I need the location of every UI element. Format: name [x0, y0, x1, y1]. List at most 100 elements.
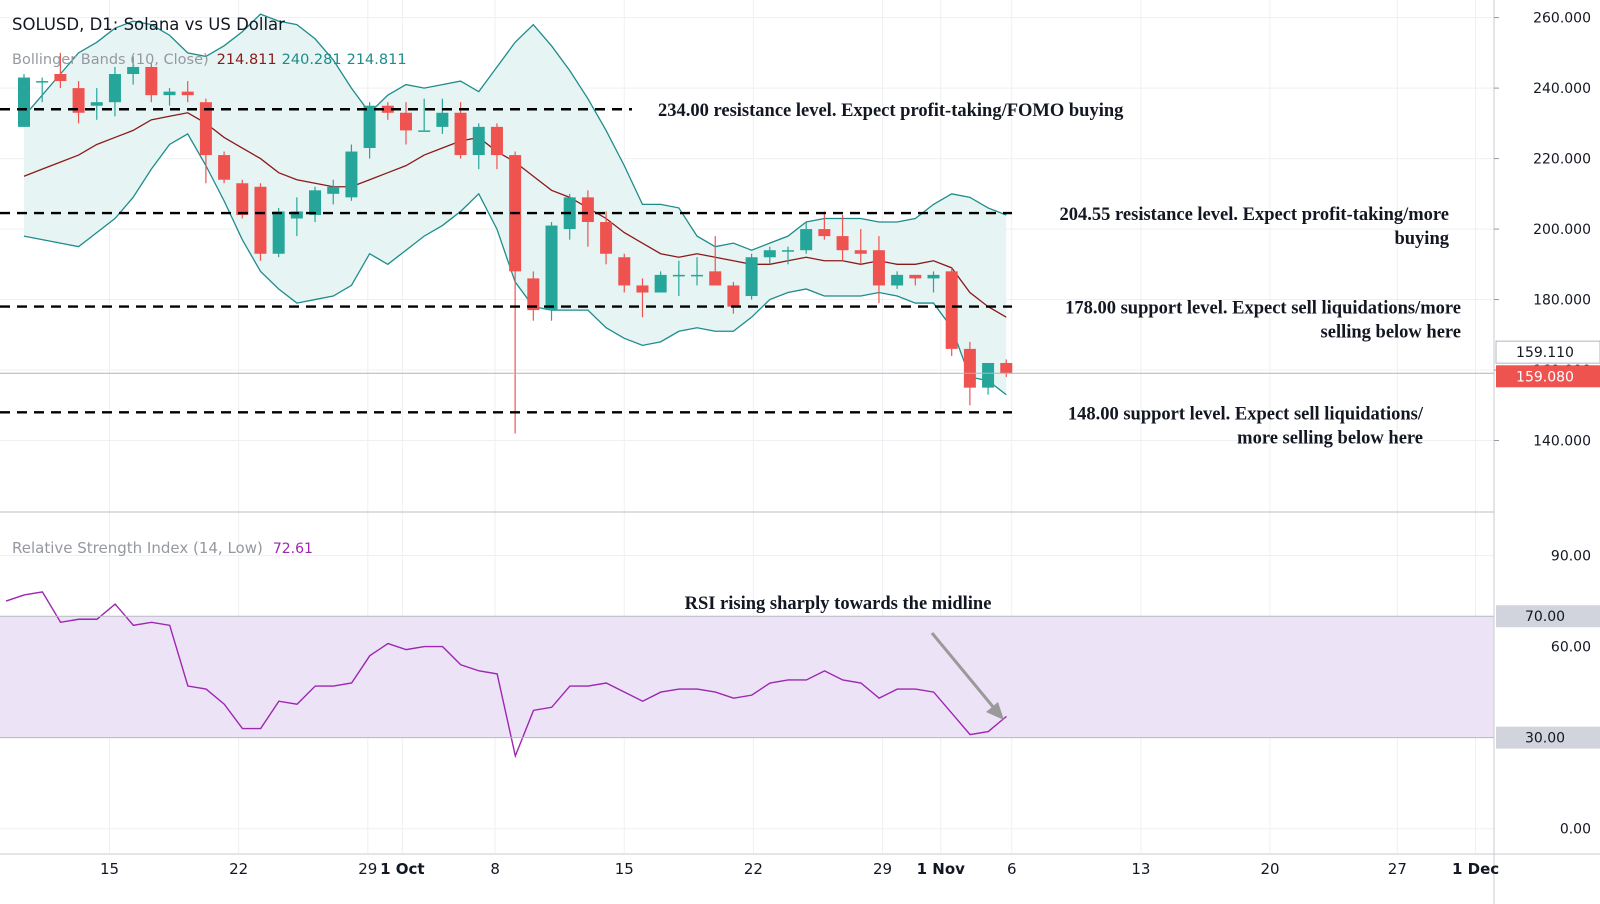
time-tick-label: 29	[873, 860, 892, 878]
candle	[654, 271, 667, 293]
candle-body	[654, 274, 667, 293]
candle-body	[418, 130, 431, 132]
price-pane[interactable]	[18, 13, 1013, 434]
rsi-band-label-box	[1496, 605, 1600, 628]
candle-body	[781, 250, 794, 252]
candle	[982, 362, 995, 395]
candle-body	[1000, 362, 1013, 374]
candle-body	[54, 74, 67, 82]
candle	[927, 271, 940, 293]
candle	[745, 253, 758, 300]
time-tick-label: 1 Oct	[380, 860, 424, 878]
rsi-tick-label: 90.00	[1551, 549, 1591, 565]
candle-body	[800, 229, 813, 251]
candle-body	[581, 197, 594, 223]
time-tick-label: 1 Dec	[1452, 860, 1499, 878]
candle	[818, 211, 831, 240]
rsi-band-label: 70.00	[1525, 609, 1565, 625]
candle	[581, 190, 594, 247]
rsi-label: Relative Strength Index (14, Low)	[12, 539, 263, 557]
candle	[854, 229, 867, 265]
candle	[18, 74, 30, 127]
candle-body	[18, 77, 30, 127]
candle	[781, 246, 794, 265]
candle	[145, 63, 158, 103]
candle-body	[909, 274, 922, 279]
candle	[454, 102, 467, 159]
candle-body	[254, 186, 267, 254]
candle-body	[272, 211, 285, 254]
candle-body	[436, 112, 449, 127]
annotations: 234.00 resistance level. Expect profit-t…	[0, 101, 1461, 720]
candle-body	[763, 250, 776, 258]
price-tick-label: 140.000	[1533, 434, 1591, 450]
candle-body	[545, 225, 558, 311]
bollinger-legend[interactable]: Bollinger Bands (10, Close) 214.811 240.28…	[12, 52, 407, 68]
candle	[600, 211, 613, 265]
time-tick-label: 20	[1260, 860, 1279, 878]
rsi-legend[interactable]: Relative Strength Index (14, Low) 72.61	[12, 539, 313, 557]
candle	[709, 236, 722, 286]
candle	[327, 179, 340, 205]
candle	[672, 260, 685, 297]
level-label-204: buying	[1394, 229, 1449, 249]
rsi-band-label: 30.00	[1525, 731, 1565, 747]
candle	[90, 88, 103, 120]
level-label-178: selling below here	[1321, 323, 1461, 343]
candles	[18, 52, 1013, 434]
level-label-204: 204.55 resistance level. Expect profit-t…	[1060, 205, 1449, 225]
candle-body	[727, 285, 740, 307]
rsi-band	[0, 616, 1494, 738]
bollinger-upper-value: 240.281	[281, 52, 342, 68]
chart-title: SOLUSD, D1: Solana vs US Dollar	[12, 15, 285, 34]
candle	[290, 197, 303, 237]
candle	[472, 123, 485, 170]
time-tick-label: 27	[1388, 860, 1407, 878]
candle-body	[691, 274, 704, 277]
rsi-band-label-box	[1496, 726, 1600, 749]
candle	[54, 52, 67, 89]
candle-body	[454, 112, 467, 156]
rsi-note: RSI rising sharply towards the midline	[685, 594, 992, 614]
candle-body	[163, 91, 176, 96]
price-tick-label: 200.000	[1533, 222, 1591, 238]
candle-body	[818, 229, 831, 237]
candle-body	[636, 285, 649, 293]
candle	[345, 144, 358, 201]
candle-body	[36, 81, 49, 83]
bollinger-basis-value: 214.811	[216, 52, 277, 68]
candle	[527, 271, 540, 321]
candle	[763, 246, 776, 265]
candle	[181, 81, 194, 103]
candle	[1000, 359, 1013, 378]
rsi-tick-label: 60.00	[1551, 640, 1591, 656]
candle	[509, 151, 522, 434]
price-label-box	[1495, 340, 1600, 364]
candle-body	[600, 222, 613, 254]
candle	[127, 56, 140, 85]
candle-body	[218, 155, 231, 180]
level-label-178: 178.00 support level. Expect sell liquid…	[1065, 299, 1461, 319]
time-tick-label: 6	[1007, 860, 1017, 878]
candle-body	[945, 271, 958, 349]
bollinger-lower-value: 214.811	[346, 52, 407, 68]
candle-body	[127, 66, 140, 75]
candle	[108, 66, 121, 117]
price-label: 159.110	[1516, 345, 1574, 361]
level-label-148: more selling below here	[1237, 428, 1423, 448]
candle-body	[672, 274, 685, 277]
rsi-tick-label: 0.00	[1560, 822, 1591, 838]
candle-body	[982, 362, 995, 388]
candle	[36, 77, 49, 103]
candle	[163, 88, 176, 106]
candle-body	[236, 183, 249, 215]
candle	[872, 236, 885, 304]
time-tick-label: 22	[744, 860, 763, 878]
candle-body	[363, 105, 376, 149]
candle-body	[854, 250, 867, 254]
time-tick-label: 1 Nov	[917, 860, 966, 878]
rsi-pane[interactable]	[0, 591, 1494, 759]
rsi-note-arrow-head	[986, 702, 1004, 720]
time-tick-label: 22	[229, 860, 248, 878]
